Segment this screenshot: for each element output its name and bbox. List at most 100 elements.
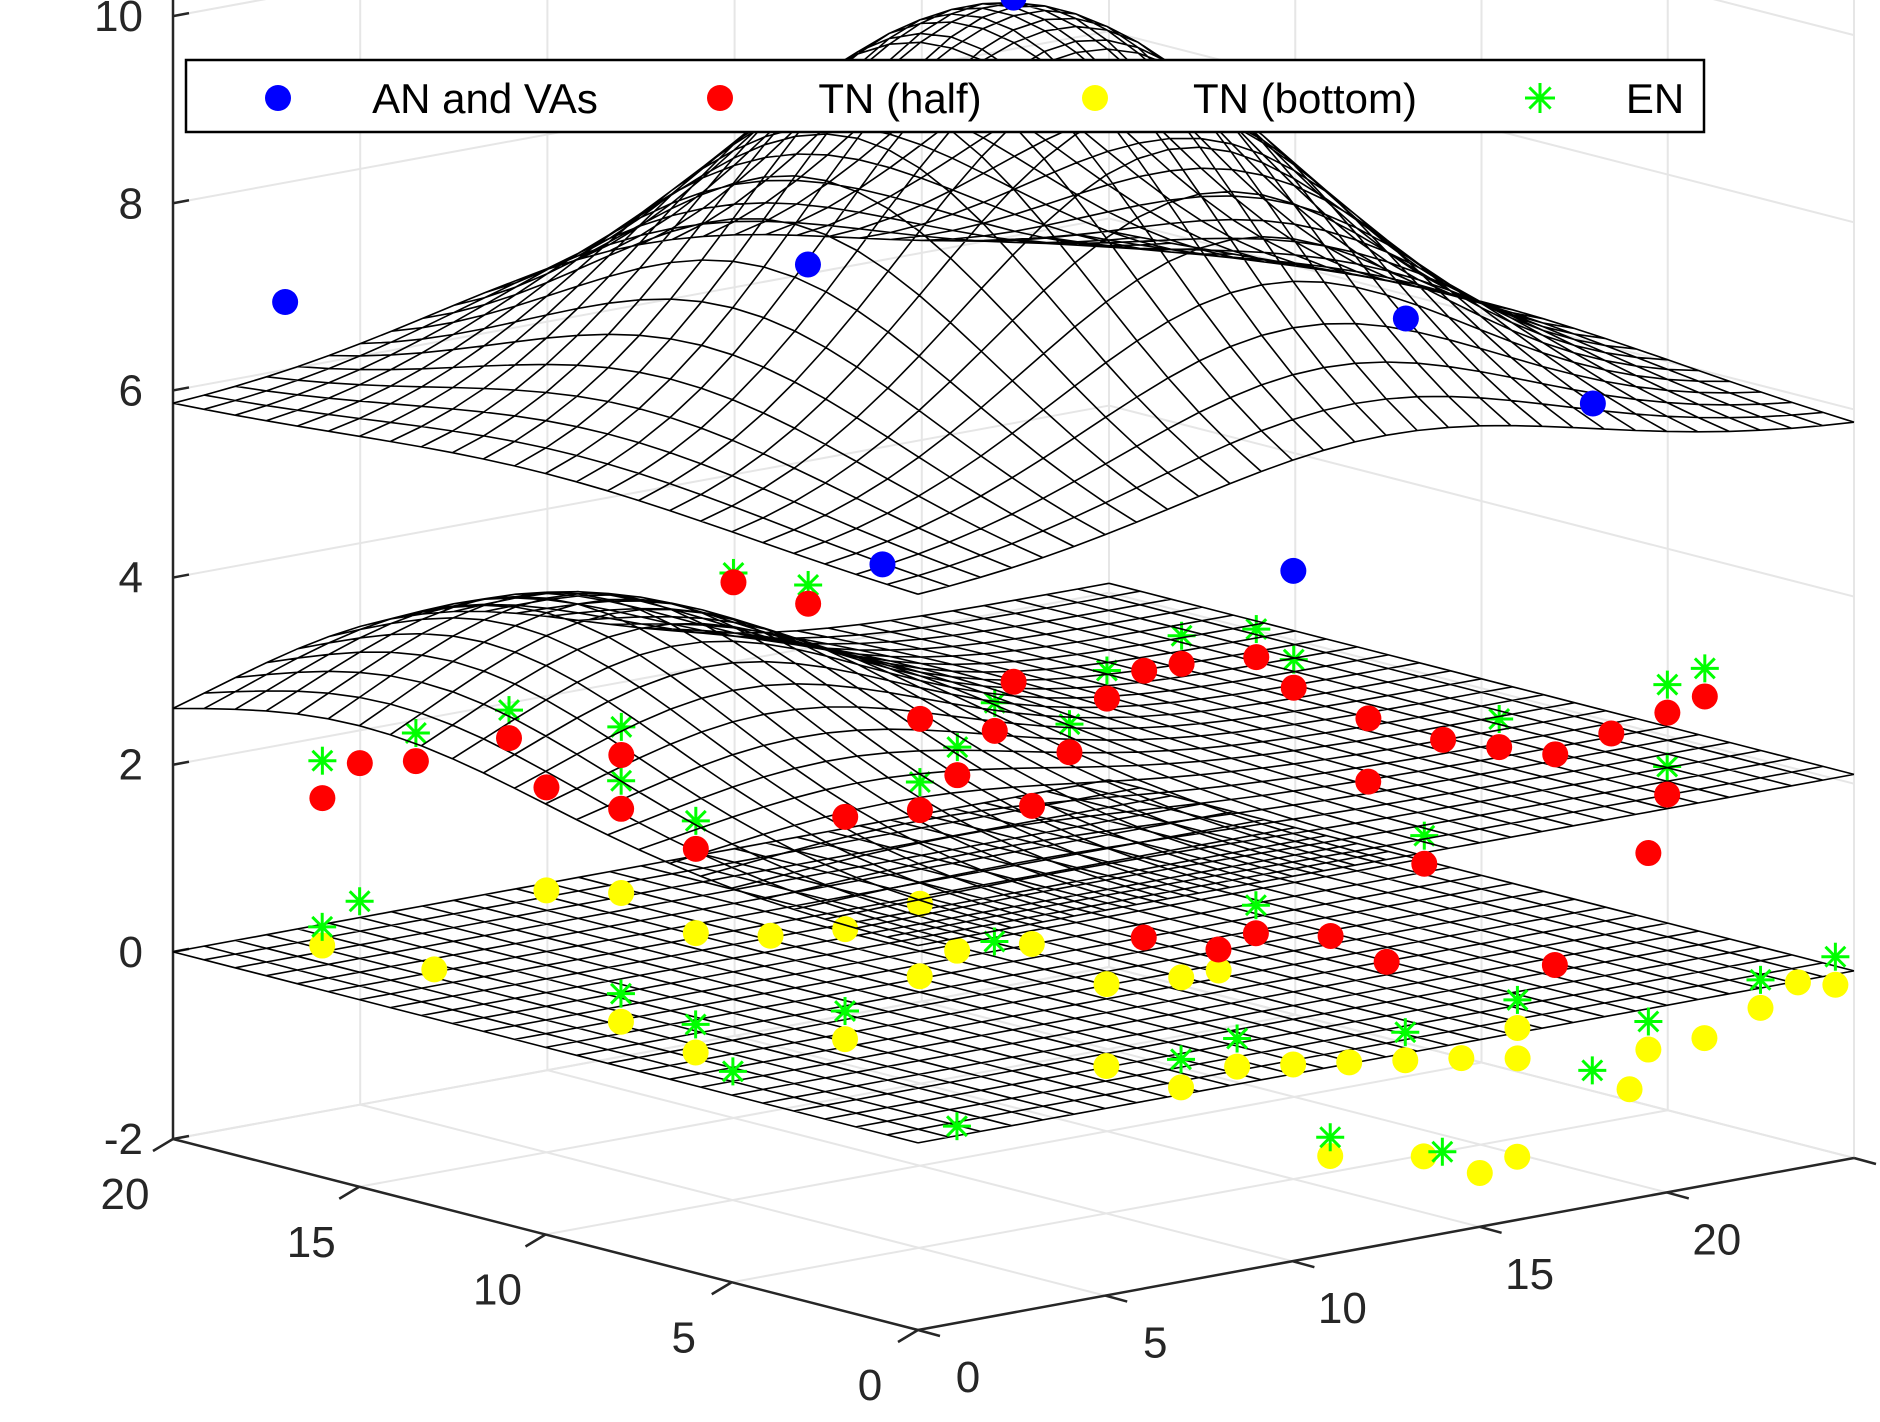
tn-bottom-point [757,922,784,949]
grid-line [359,1013,1296,1188]
grid-line [172,217,1110,392]
tn-bottom-point [607,1008,634,1035]
x-tick-mark [1479,1225,1502,1235]
y-tick-label: 10 [473,1266,522,1315]
tn-bottom-point [1504,1143,1531,1170]
z-tick-mark [172,1134,190,1141]
en-point [831,997,860,1026]
tn-half-point [1242,920,1269,947]
z-tick-label: 4 [119,554,143,603]
en-point [308,746,337,775]
tn-half-point [981,717,1008,744]
tn-bottom-point [1093,1053,1120,1080]
z-tick-mark [172,11,190,18]
en-point [681,1010,710,1039]
tn-half-point [346,750,373,777]
legend-label: TN (half) [818,75,981,122]
tn-bottom-point [533,877,560,904]
tn-half-point [496,725,523,752]
tn-bottom-point [1224,1053,1251,1080]
tn-half-point [309,785,336,812]
x-axis-line [917,1156,1855,1332]
en-point [1503,985,1532,1014]
tn-half-point [1093,685,1120,712]
series-an [272,0,1606,584]
x-tick-label: 20 [1692,1215,1741,1264]
en-point [345,887,374,916]
legend-box [184,58,1706,134]
tn-half-point [533,774,560,801]
tn-half-point [1635,840,1662,867]
en-point [1223,1024,1252,1053]
series-tn-bottom [309,877,1849,1186]
z-tick-label: -2 [104,1115,143,1164]
tn-half-point [1430,726,1457,753]
x-tick-label: 5 [1143,1319,1167,1368]
en-point [718,1057,747,1086]
tn-half-point [1280,674,1307,701]
en-point [1578,1056,1607,1085]
tn-half-point [1654,699,1681,726]
tn-bottom-point [1784,969,1811,996]
tn-half-point [907,705,934,732]
en-point [1391,1018,1420,1047]
tn-bottom-point [832,1026,859,1053]
tn-half-point [1019,792,1046,819]
z-tick-label: 8 [119,179,143,228]
tn-half-point [1654,781,1681,808]
y-tick-mark [524,1233,547,1248]
grid-line [1108,404,1855,598]
tn-bottom-point [1822,971,1849,998]
y-tick-label: 0 [858,1361,882,1410]
tn-half-point [1598,720,1625,747]
x-tick-mark [1853,1156,1877,1166]
series-tn-half [309,569,1718,978]
z-tick-mark [172,760,190,766]
en-point [1410,821,1439,850]
z-tick-mark [172,199,190,205]
tn-bottom-point [1392,1047,1419,1074]
tn-bottom-point [1168,1074,1195,1101]
en-point [401,718,430,747]
tn-bottom-point [1317,1142,1344,1169]
en-point [1690,654,1719,683]
tn-bottom-point [1018,930,1045,957]
tn-half-point [1000,668,1027,695]
tn-half-point [1130,924,1157,951]
tn-bottom-point [832,916,859,943]
an-point [1579,390,1606,417]
y-tick-mark [897,1328,919,1344]
tn-half-point [720,569,747,596]
an-point [794,251,821,278]
tn-bottom-point [1168,964,1195,991]
y-tick-label: 5 [672,1313,696,1362]
tn-half-point [608,795,635,822]
z-tick-label: 10 [94,0,143,41]
tn-bottom-point [1205,957,1232,984]
grid-line [172,591,1110,766]
en-point [308,912,337,941]
tn-bottom-point [1448,1045,1475,1072]
axes-grid [172,0,1855,1331]
en-point [905,768,934,797]
tn-bottom-point [1410,1143,1437,1170]
z-tick-label: 2 [119,741,143,790]
tn-bottom-point [608,880,635,907]
tn-bottom-point [944,937,971,964]
y-tick-label: 15 [287,1218,336,1267]
en-point [495,696,524,725]
tn-half-point [1168,650,1195,677]
tn-half-point [1486,734,1513,761]
en-point [1653,670,1682,699]
tn-half-point [906,797,933,824]
y-tick-label: 20 [101,1170,150,1219]
tn-bottom-point [1747,994,1774,1021]
z-tick-label: 6 [119,366,143,415]
legend-marker [1082,85,1108,111]
en-point [943,733,972,762]
tn-bottom-point [1280,1051,1307,1078]
legend-marker [265,85,291,111]
tn-half-point [795,590,822,617]
